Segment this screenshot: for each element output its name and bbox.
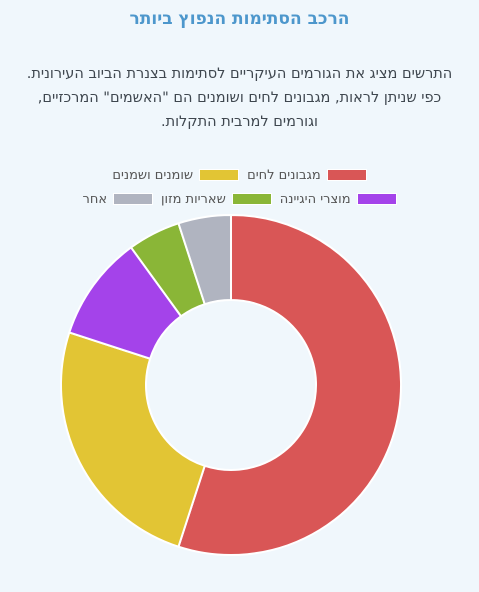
legend-label-hygiene-products: מוצרי היגיינה [279,191,351,207]
slice-other[interactable] [177,213,232,306]
legend-swatch-other [113,193,154,205]
description-line-1: התרשים מציג את הגורמים העיקריים לסתימות … [26,66,453,82]
legend-swatch-hygiene-products [356,193,397,205]
slice-fats-oils[interactable] [60,331,206,548]
slice-wet-wipes[interactable] [177,213,402,556]
donut-slices [60,213,402,556]
legend-swatch-food-scraps [231,193,272,205]
legend-item-other[interactable]: אחר [82,191,154,207]
legend-row-2: מוצרי היגיינה שאריות מזון אחר [0,187,479,211]
chart-legend: מגבונים לחים שומנים ושמנים מוצרי היגיינה… [0,163,479,211]
legend-item-fats-oils[interactable]: שומנים ושמנים [112,167,240,183]
legend-label-other: אחר [82,191,108,207]
legend-label-food-scraps: שאריות מזון [161,191,226,207]
chart-description: התרשים מציג את הגורמים העיקריים לסתימות … [0,62,479,134]
legend-item-food-scraps[interactable]: שאריות מזון [161,192,272,207]
legend-swatch-wet-wipes [326,169,367,181]
page-title: הרכב הסתימות הנפוץ ביותר [129,9,350,29]
legend-item-hygiene-products[interactable]: מוצרי היגיינה [280,192,397,207]
legend-row-1: מגבונים לחים שומנים ושמנים [0,163,479,187]
description-line-2: כפי שניתן לראות, מגבונים לחים ושומנים הם… [37,90,442,106]
legend-item-wet-wipes[interactable]: מגבונים לחים [247,168,367,183]
legend-label-wet-wipes: מגבונים לחים [247,167,321,183]
description-line-3: וגורמים למרבית התקלות. [160,114,319,130]
legend-swatch-fats-oils [199,169,240,181]
legend-label-fats-oils: שומנים ושמנים [112,167,194,183]
